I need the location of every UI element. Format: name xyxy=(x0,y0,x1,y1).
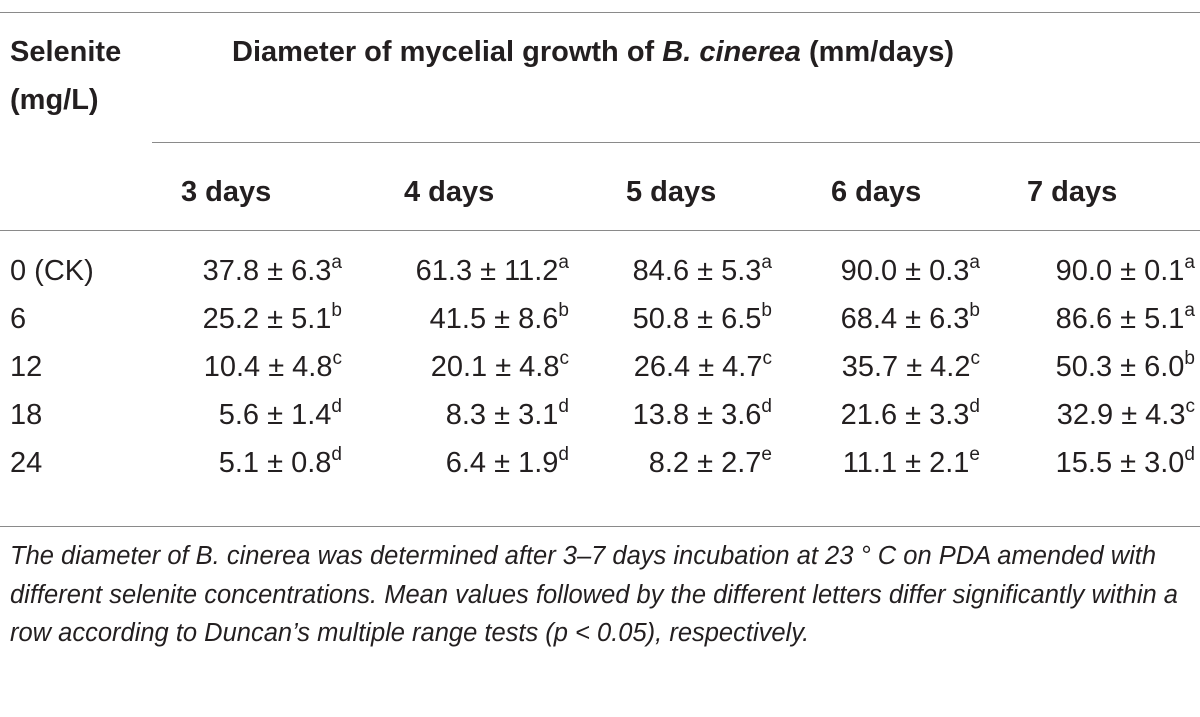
table-cell: 8.3 ± 3.1d xyxy=(446,395,569,435)
column-header-6-days: 6 days xyxy=(831,176,922,208)
table-cell: 37.8 ± 6.3a xyxy=(203,251,342,291)
column-header-5-days: 5 days xyxy=(626,176,717,208)
cell-value: 32.9 ± 4.3 xyxy=(1056,399,1186,431)
cell-value: 84.6 ± 5.3 xyxy=(632,255,762,287)
spanner-rule xyxy=(152,142,1200,143)
top-rule xyxy=(0,12,1200,13)
table-cell: 90.0 ± 0.3a xyxy=(841,251,980,291)
column-header-4-days: 4 days xyxy=(404,176,495,208)
cell-value: 21.6 ± 3.3 xyxy=(840,399,970,431)
table-cell: 6.4 ± 1.9d xyxy=(446,443,569,483)
significance-letter: b xyxy=(558,300,569,322)
cell-value: 10.4 ± 4.8 xyxy=(203,351,333,383)
cell-value: 86.6 ± 5.1 xyxy=(1055,303,1185,335)
significance-letter: d xyxy=(558,444,569,466)
cell-value: 41.5 ± 8.6 xyxy=(429,303,559,335)
table-cell: 41.5 ± 8.6b xyxy=(430,299,569,339)
row-label: 12 xyxy=(10,351,43,383)
cell-value: 8.3 ± 3.1 xyxy=(445,399,559,431)
table-cell: 35.7 ± 4.2c xyxy=(842,347,980,387)
significance-letter: b xyxy=(331,300,342,322)
table-cell: 86.6 ± 5.1a xyxy=(1056,299,1195,339)
row-label: 18 xyxy=(10,399,43,431)
cell-value: 6.4 ± 1.9 xyxy=(445,447,559,479)
significance-letter: a xyxy=(761,252,772,274)
significance-letter: b xyxy=(1184,348,1195,370)
cell-value: 50.3 ± 6.0 xyxy=(1055,351,1185,383)
cell-value: 50.8 ± 6.5 xyxy=(632,303,762,335)
column-header-3-days: 3 days xyxy=(181,176,272,208)
table-footnote: The diameter of B. cinerea was determine… xyxy=(10,542,1178,647)
cell-value: 37.8 ± 6.3 xyxy=(202,255,332,287)
table-cell: 26.4 ± 4.7c xyxy=(634,347,772,387)
spanner-header: Diameter of mycelial growth of B. cinere… xyxy=(232,32,954,72)
table-cell: 20.1 ± 4.8c xyxy=(431,347,569,387)
table-cell: 15.5 ± 3.0d xyxy=(1056,443,1195,483)
significance-letter: c xyxy=(1185,396,1196,418)
table-cell: 5.6 ± 1.4d xyxy=(219,395,342,435)
cell-value: 61.3 ± 11.2 xyxy=(415,255,559,287)
table-cell: 84.6 ± 5.3a xyxy=(633,251,772,291)
significance-letter: a xyxy=(1184,252,1195,274)
table-cell: 21.6 ± 3.3d xyxy=(841,395,980,435)
significance-letter: a xyxy=(558,252,569,274)
cell-value: 13.8 ± 3.6 xyxy=(632,399,762,431)
cell-value: 90.0 ± 0.1 xyxy=(1055,255,1185,287)
significance-letter: c xyxy=(332,348,343,370)
significance-letter: a xyxy=(1184,300,1195,322)
table-cell: 50.8 ± 6.5b xyxy=(633,299,772,339)
bottom-rule xyxy=(0,526,1200,527)
significance-letter: d xyxy=(558,396,569,418)
cell-value: 35.7 ± 4.2 xyxy=(841,351,971,383)
cell-value: 26.4 ± 4.7 xyxy=(633,351,763,383)
cell-value: 20.1 ± 4.8 xyxy=(430,351,560,383)
significance-letter: d xyxy=(1184,444,1195,466)
significance-letter: c xyxy=(970,348,981,370)
cell-value: 11.1 ± 2.1 xyxy=(842,447,970,479)
cell-value: 25.2 ± 5.1 xyxy=(202,303,332,335)
table-cell: 68.4 ± 6.3b xyxy=(841,299,980,339)
column-header-7-days: 7 days xyxy=(1027,176,1118,208)
table-cell: 61.3 ± 11.2a xyxy=(416,251,569,291)
cell-value: 90.0 ± 0.3 xyxy=(840,255,970,287)
table-cell: 10.4 ± 4.8c xyxy=(204,347,342,387)
table-cell: 32.9 ± 4.3c xyxy=(1057,395,1195,435)
table-cell: 8.2 ± 2.7e xyxy=(649,443,772,483)
cell-value: 68.4 ± 6.3 xyxy=(840,303,970,335)
header-rule xyxy=(0,230,1200,231)
significance-letter: d xyxy=(331,396,342,418)
spanner-suffix: (mm/days) xyxy=(800,36,955,68)
row-label: 6 xyxy=(10,303,27,335)
table-cell: 50.3 ± 6.0b xyxy=(1056,347,1195,387)
significance-letter: e xyxy=(761,444,772,466)
significance-letter: c xyxy=(762,348,773,370)
significance-letter: d xyxy=(331,444,342,466)
cell-value: 15.5 ± 3.0 xyxy=(1055,447,1185,479)
significance-letter: a xyxy=(331,252,342,274)
table-cell: 13.8 ± 3.6d xyxy=(633,395,772,435)
cell-value: 5.1 ± 0.8 xyxy=(218,447,332,479)
significance-letter: d xyxy=(761,396,772,418)
significance-letter: e xyxy=(969,444,980,466)
table-cell: 5.1 ± 0.8d xyxy=(219,443,342,483)
row-label: 0 (CK) xyxy=(10,255,94,287)
significance-letter: d xyxy=(969,396,980,418)
stub-header-line-2: (mg/L) xyxy=(10,84,99,116)
spanner-prefix: Diameter of mycelial growth of xyxy=(232,36,663,68)
table-cell: 25.2 ± 5.1b xyxy=(203,299,342,339)
cell-value: 5.6 ± 1.4 xyxy=(218,399,332,431)
significance-letter: c xyxy=(559,348,570,370)
significance-letter: a xyxy=(969,252,980,274)
table-cell: 11.1 ± 2.1e xyxy=(843,443,980,483)
row-label: 24 xyxy=(10,447,43,479)
spanner-species: B. cinerea xyxy=(662,36,801,68)
significance-letter: b xyxy=(761,300,772,322)
stub-header-line-1: Selenite xyxy=(10,36,122,68)
cell-value: 8.2 ± 2.7 xyxy=(648,447,762,479)
table-cell: 90.0 ± 0.1a xyxy=(1056,251,1195,291)
significance-letter: b xyxy=(969,300,980,322)
